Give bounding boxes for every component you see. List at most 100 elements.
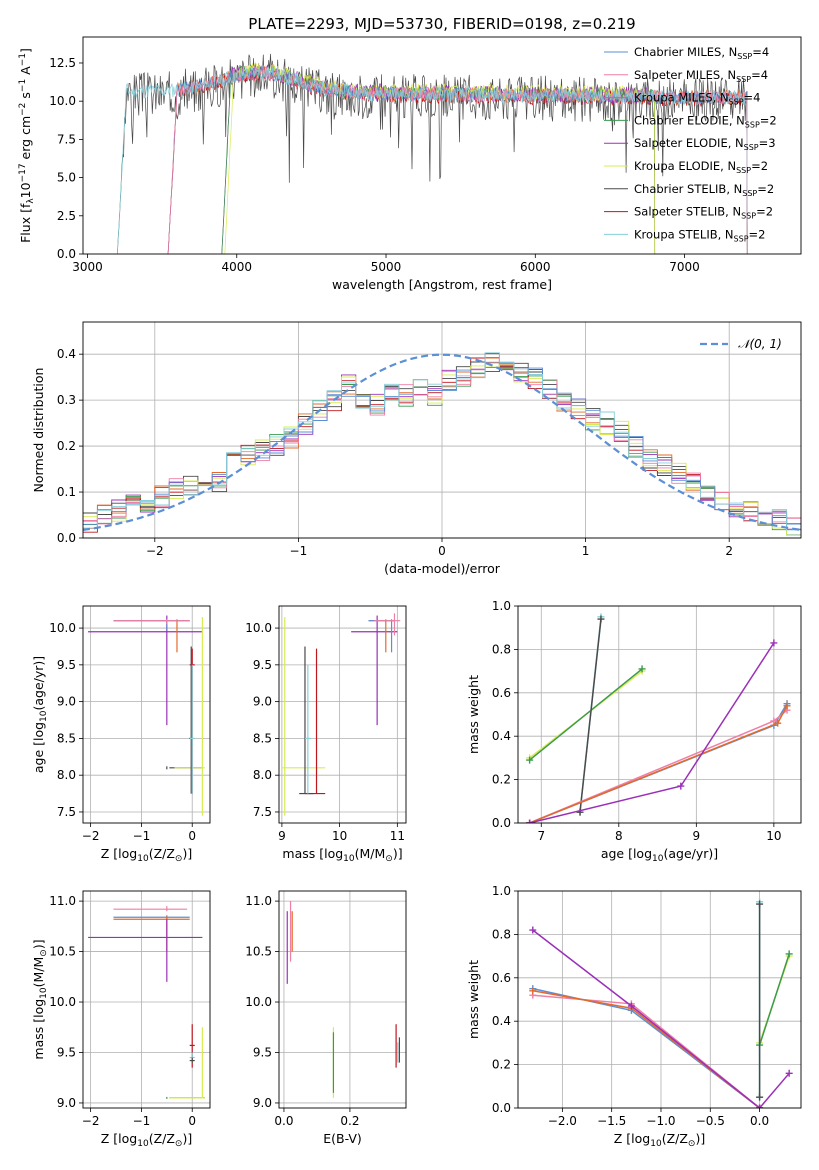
legend-entry-sub: SSP <box>737 52 752 61</box>
x-tick-label: −1 <box>290 544 308 558</box>
legend-entry: Chabrier MILES, NSSP=4 <box>634 45 769 61</box>
legend-entry-text: Chabrier MILES, N <box>634 45 737 59</box>
y-tick-label: 7.5 <box>253 805 272 819</box>
panel-ebv-mass: 0.0 0.2 9.0 9.5 10.0 10.5 11.0 E(B-V) <box>245 890 407 1146</box>
x-axis-label: Z [log10(Z/Z⊙)] <box>101 846 192 864</box>
ylabel-part: λ <box>26 198 36 204</box>
ylabel-part: −2 <box>18 103 28 116</box>
xlabel-part: )] <box>393 846 403 861</box>
y-tick-label: 11.0 <box>245 894 272 908</box>
errorbar-salpeter-elodie <box>351 615 398 726</box>
ylabel-part: (age/yr)] <box>31 656 46 711</box>
legend-entry-sub: SSP <box>741 212 756 221</box>
xlabel-part: ⊙ <box>175 854 183 864</box>
legend-entry: Chabrier STELIB, NSSP=2 <box>634 182 774 198</box>
xlabel-part: 10 <box>652 854 664 864</box>
legend-entry-tail: =2 <box>751 159 768 173</box>
y-tick-label: 12.5 <box>49 56 76 70</box>
errorbar-chabrier-miles <box>113 915 190 920</box>
weight-line-salpeter-elodie <box>529 642 775 823</box>
x-tick-label: −1 <box>133 829 151 843</box>
x-axis-label: Z [log10(Z/Z⊙)] <box>614 1131 705 1149</box>
x-tick-label: 5000 <box>371 260 402 274</box>
histogram-kroupa-stelib <box>83 352 801 531</box>
legend-entry-text: Chabrier ELODIE, N <box>634 113 745 127</box>
x-tick-label: −2 <box>82 1114 100 1128</box>
axes-frame <box>82 890 211 1109</box>
x-tick-label: 2 <box>725 544 733 558</box>
y-axis-label: age [log10(age/yr)] <box>31 656 49 773</box>
legend-entry: Chabrier ELODIE, NSSP=2 <box>634 113 777 129</box>
plot-area <box>88 906 205 1099</box>
y-tick-label: 9.0 <box>57 1096 76 1110</box>
errorbar-salpeter-elodie <box>88 919 203 982</box>
xlabel-part: (Z/Z <box>662 1131 688 1146</box>
y-tick-label: 10.0 <box>49 621 76 635</box>
y-tick-label: 11.0 <box>49 894 76 908</box>
plot-area <box>88 615 205 816</box>
xlabel-part: (M/M <box>355 846 386 861</box>
legend-entry-sub: SSP <box>736 75 751 84</box>
y-tick-label: 0.0 <box>492 816 511 830</box>
ylabel-part: Flux [f <box>18 203 33 243</box>
xlabel-part: 10 <box>137 854 149 864</box>
weight-marker <box>529 926 537 934</box>
y-tick-label: 9.0 <box>253 695 272 709</box>
y-tick-label: 0.3 <box>57 393 76 407</box>
ylabel-part: −17 <box>18 163 28 182</box>
x-axis-label: age [log10(age/yr)] <box>601 846 718 864</box>
x-axis-label: E(B-V) <box>323 1131 362 1146</box>
legend-entry: Salpeter MILES, NSSP=4 <box>634 68 768 84</box>
panel-spectrum: 3000 4000 5000 6000 7000 0.0 2.5 5.0 7.5 10.0 12.5… <box>18 36 802 292</box>
y-tick-label: 0.8 <box>492 642 511 656</box>
legend-entry-text: Kroupa MILES, N <box>634 91 729 105</box>
x-tick-label: 3000 <box>72 260 103 274</box>
y-tick-label: 9.0 <box>57 695 76 709</box>
errorbar-kroupa-stelib <box>304 664 311 794</box>
y-tick-label: 0.0 <box>57 247 76 261</box>
weight-marker <box>785 1069 793 1077</box>
errorbar-salpeter-elodie <box>88 615 203 726</box>
legend-entry-text: Chabrier STELIB, N <box>634 182 742 196</box>
ylabel-part: ] <box>18 48 33 53</box>
weight-marker <box>756 900 764 908</box>
legend-entry: Kroupa ELODIE, NSSP=2 <box>634 159 768 175</box>
legend-entry-sub: SSP <box>729 98 744 107</box>
y-axis-label: mass [log10(M/M⊙)] <box>31 939 49 1059</box>
weight-line-chabrier-miles <box>532 987 761 1108</box>
legend-entry-tail: =2 <box>756 205 773 219</box>
y-tick-label: 10.5 <box>245 945 272 959</box>
weight-marker <box>638 665 646 673</box>
y-axis-label: Normed distribution <box>31 368 46 493</box>
errorbar-kroupa-stelib <box>189 664 195 794</box>
legend-entry-sub: SSP <box>744 143 759 152</box>
y-tick-label: 10.5 <box>49 945 76 959</box>
errorbar-kroupa-miles <box>113 916 190 952</box>
x-tick-label: 0 <box>188 829 196 843</box>
y-axis-label: mass weight <box>466 675 481 754</box>
ylabel-part: s <box>18 92 33 103</box>
legend-entry-text: Salpeter ELODIE, N <box>634 136 744 150</box>
xlabel-part: )] <box>182 1131 192 1146</box>
errorbar-kroupa-miles <box>368 619 395 653</box>
legend-entry-sub: SSP <box>745 120 760 129</box>
x-tick-label: 10 <box>332 829 347 843</box>
y-axis-label: mass weight <box>466 960 481 1039</box>
weight-line-chabrier-elodie <box>758 953 790 1046</box>
legend-entry-text: Salpeter MILES, N <box>634 68 736 82</box>
y-tick-label: 2.5 <box>57 209 76 223</box>
y-tick-label: 5.0 <box>57 171 76 185</box>
x-tick-label: 0 <box>188 1114 196 1128</box>
axes-frame <box>278 890 407 1109</box>
plot-area <box>526 613 791 823</box>
xlabel-part: (Z/Z <box>149 846 175 861</box>
ylabel-part: age [log <box>31 722 46 773</box>
plot-area <box>83 352 801 536</box>
spectrum-series-kroupa-stelib <box>116 66 748 254</box>
errorbar-salpeter-miles <box>113 906 188 912</box>
y-tick-label: 8.0 <box>57 768 76 782</box>
weight-marker <box>597 615 605 623</box>
panel-z-mass: −2 −1 09.09.510.010.511.0Z [log10(Z/Z⊙)]ma… <box>31 890 211 1149</box>
y-tick-label: 9.5 <box>57 1045 76 1059</box>
ylabel-part: mass [log <box>31 999 46 1060</box>
